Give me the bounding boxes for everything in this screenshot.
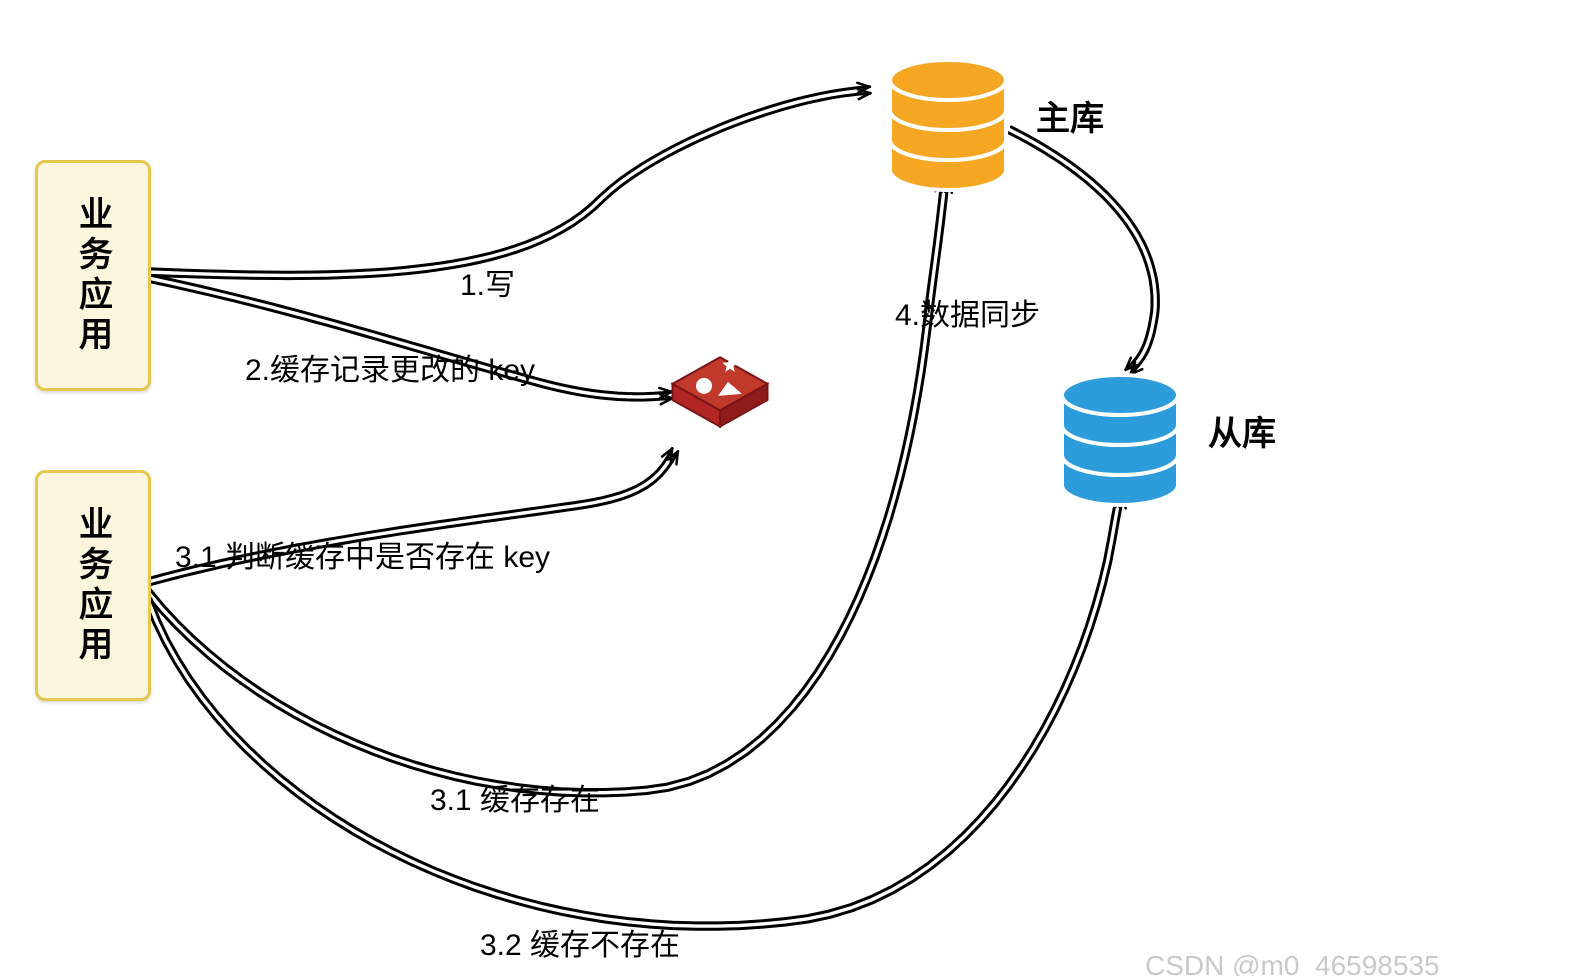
watermark-text: CSDN @m0_46598535: [1145, 950, 1440, 976]
app1-node: 业务应用: [35, 160, 151, 391]
edges: [145, 87, 1158, 930]
edge-label: 3.2 缓存不存在: [480, 920, 680, 964]
master-db-label: 主库: [1036, 91, 1104, 140]
edge-label: 3.1 判断缓存中是否存在 key: [175, 532, 550, 576]
edge-path: [1011, 127, 1158, 374]
app1-label: 业务应用: [69, 196, 118, 356]
edge-label: 2.缓存记录更改的 key: [245, 345, 535, 389]
diagram-canvas: [0, 0, 1578, 976]
app2-node: 业务应用: [35, 470, 151, 701]
slave-db-label: 从库: [1208, 406, 1276, 455]
edge-label: 3.1 缓存存在: [430, 775, 600, 819]
redis-icon: [673, 357, 768, 426]
edge-path: [148, 93, 870, 278]
app2-label: 业务应用: [69, 506, 118, 666]
master-db-icon: [890, 60, 1006, 190]
edge-label: 4.数据同步: [895, 290, 1040, 334]
edge-label: 1.写: [460, 260, 515, 304]
slave-db-icon: [1062, 375, 1178, 505]
